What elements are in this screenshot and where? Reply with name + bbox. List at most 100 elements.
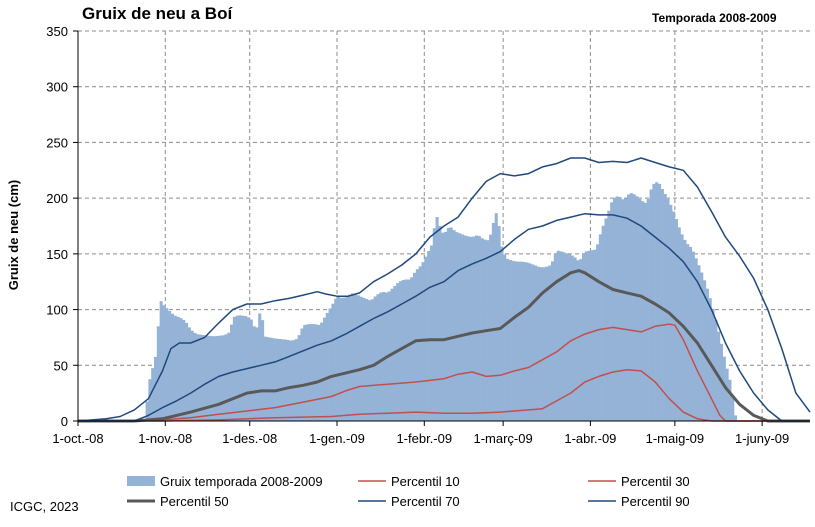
snow-depth-bar — [308, 324, 312, 421]
snow-depth-bar — [241, 315, 245, 421]
y-tick-label: 50 — [54, 358, 68, 373]
snow-depth-bar — [441, 232, 445, 421]
snow-depth-bar — [579, 259, 583, 421]
credit-annotation: ICGC, 2023 — [10, 499, 79, 514]
snow-depth-bar — [666, 198, 670, 421]
snow-depth-bar — [525, 262, 529, 421]
x-tick-label: 1-gen.-09 — [309, 431, 365, 446]
snow-depth-bar — [615, 196, 619, 421]
snow-depth-bar — [463, 235, 467, 421]
snow-depth-bar — [291, 340, 296, 421]
snow-depth-bar — [275, 338, 279, 421]
snow-depth-bar — [477, 236, 481, 421]
snow-depth-bar — [559, 251, 563, 421]
snow-depth-bar — [263, 336, 267, 421]
chart-subtitle: Temporada 2008-2009 — [652, 11, 777, 25]
snow-depth-bar — [413, 272, 417, 421]
snow-depth-bar — [334, 298, 338, 421]
snow-depth-bar — [646, 198, 650, 421]
legend-label: Percentil 70 — [391, 494, 460, 509]
snow-depth-bar — [201, 335, 205, 421]
snow-depth-bar — [184, 322, 189, 421]
snow-depth-bar — [534, 265, 538, 421]
y-tick-label: 150 — [46, 247, 68, 262]
snow-depth-bar — [497, 226, 501, 421]
snow-depth-bar — [168, 310, 172, 421]
snow-depth-bar — [353, 293, 358, 421]
series-line-1 — [78, 368, 810, 422]
snow-depth-bar — [190, 330, 194, 421]
legend-label: Percentil 30 — [621, 474, 690, 489]
snow-depth-bar — [427, 251, 431, 421]
snow-depth-bar — [193, 332, 197, 421]
series-line-4 — [78, 212, 810, 422]
snow-depth-bar — [449, 227, 453, 421]
snow-depth-bar — [641, 201, 645, 421]
snow-depth-bar — [680, 234, 684, 421]
snow-depth-bar — [632, 194, 636, 421]
x-tick-label: 1-febr.-09 — [396, 431, 452, 446]
snow-depth-bar — [272, 338, 276, 421]
snow-depth-bar — [294, 339, 298, 421]
snow-depth-bar — [156, 326, 160, 421]
y-tick-label: 350 — [46, 24, 68, 39]
snow-depth-bar — [199, 334, 203, 421]
snow-depth-bar — [410, 277, 414, 421]
series-line-2 — [78, 323, 810, 422]
snow-depth-bar — [187, 327, 191, 421]
snow-depth-bar — [517, 261, 521, 421]
snow-depth-bar — [207, 335, 211, 421]
snow-depth-bar — [590, 250, 594, 421]
snow-depth-bar — [322, 317, 327, 421]
snow-depth-bar — [550, 261, 555, 421]
x-tick-label: 1-maig-09 — [646, 431, 705, 446]
snow-depth-bar — [466, 236, 470, 421]
snow-depth-bar — [489, 234, 493, 421]
snow-depth-bar — [500, 246, 504, 421]
snow-depth-bar — [261, 320, 265, 421]
snow-depth-bar — [438, 226, 442, 421]
snow-depth-bar — [618, 197, 622, 421]
snow-depth-bar — [649, 189, 653, 421]
snow-depth-bar — [452, 230, 456, 421]
legend: Gruix temporada 2008-2009 Percentil 10 Per… — [127, 474, 690, 509]
snow-depth-bar — [604, 218, 608, 421]
snow-depth-bar — [584, 251, 588, 421]
snow-depth-bar — [238, 315, 242, 421]
snow-depth-bar — [657, 183, 662, 421]
snow-depth-bar — [570, 255, 574, 421]
snow-depth-bar — [446, 227, 450, 421]
y-tick-label: 0 — [61, 414, 68, 429]
snow-depth-bar — [635, 196, 639, 421]
snow-depth-bar — [170, 313, 175, 421]
snow-depth-bar — [373, 296, 377, 421]
snow-depth-bar — [562, 252, 566, 421]
snow-depth-bar — [624, 198, 628, 421]
snow-depth-bar — [165, 308, 169, 421]
snow-depth-bar — [503, 254, 507, 421]
snow-depth-bar — [601, 225, 605, 421]
y-axis-label: Gruix de neu (cm) — [6, 180, 21, 291]
axes — [77, 31, 810, 422]
snow-depth-bar — [379, 292, 383, 421]
snow-depth-bar — [474, 235, 479, 421]
snow-depth-bar — [505, 258, 510, 421]
snow-depth-bar — [531, 264, 535, 421]
snow-depth-bar — [196, 334, 200, 421]
snow-depth-bar — [269, 337, 273, 421]
snow-depth-bar — [548, 265, 552, 421]
legend-label: Gruix temporada 2008-2009 — [160, 474, 323, 489]
snow-depth-bar — [345, 295, 349, 421]
snow-depth-bar — [370, 299, 374, 421]
snow-depth-bar — [556, 250, 560, 421]
snow-depth-bar — [356, 295, 360, 421]
snow-depth-bar — [508, 259, 512, 421]
snow-depth-bar — [494, 213, 498, 421]
snow-depth-bar — [325, 312, 329, 421]
snow-depth-bar — [607, 210, 611, 421]
snow-depth-bar — [328, 308, 332, 421]
snow-depth-bar — [218, 335, 222, 421]
snow-depth-bar — [317, 324, 321, 421]
snow-depth-bar — [249, 319, 253, 421]
snow-depth-bar — [266, 337, 270, 421]
